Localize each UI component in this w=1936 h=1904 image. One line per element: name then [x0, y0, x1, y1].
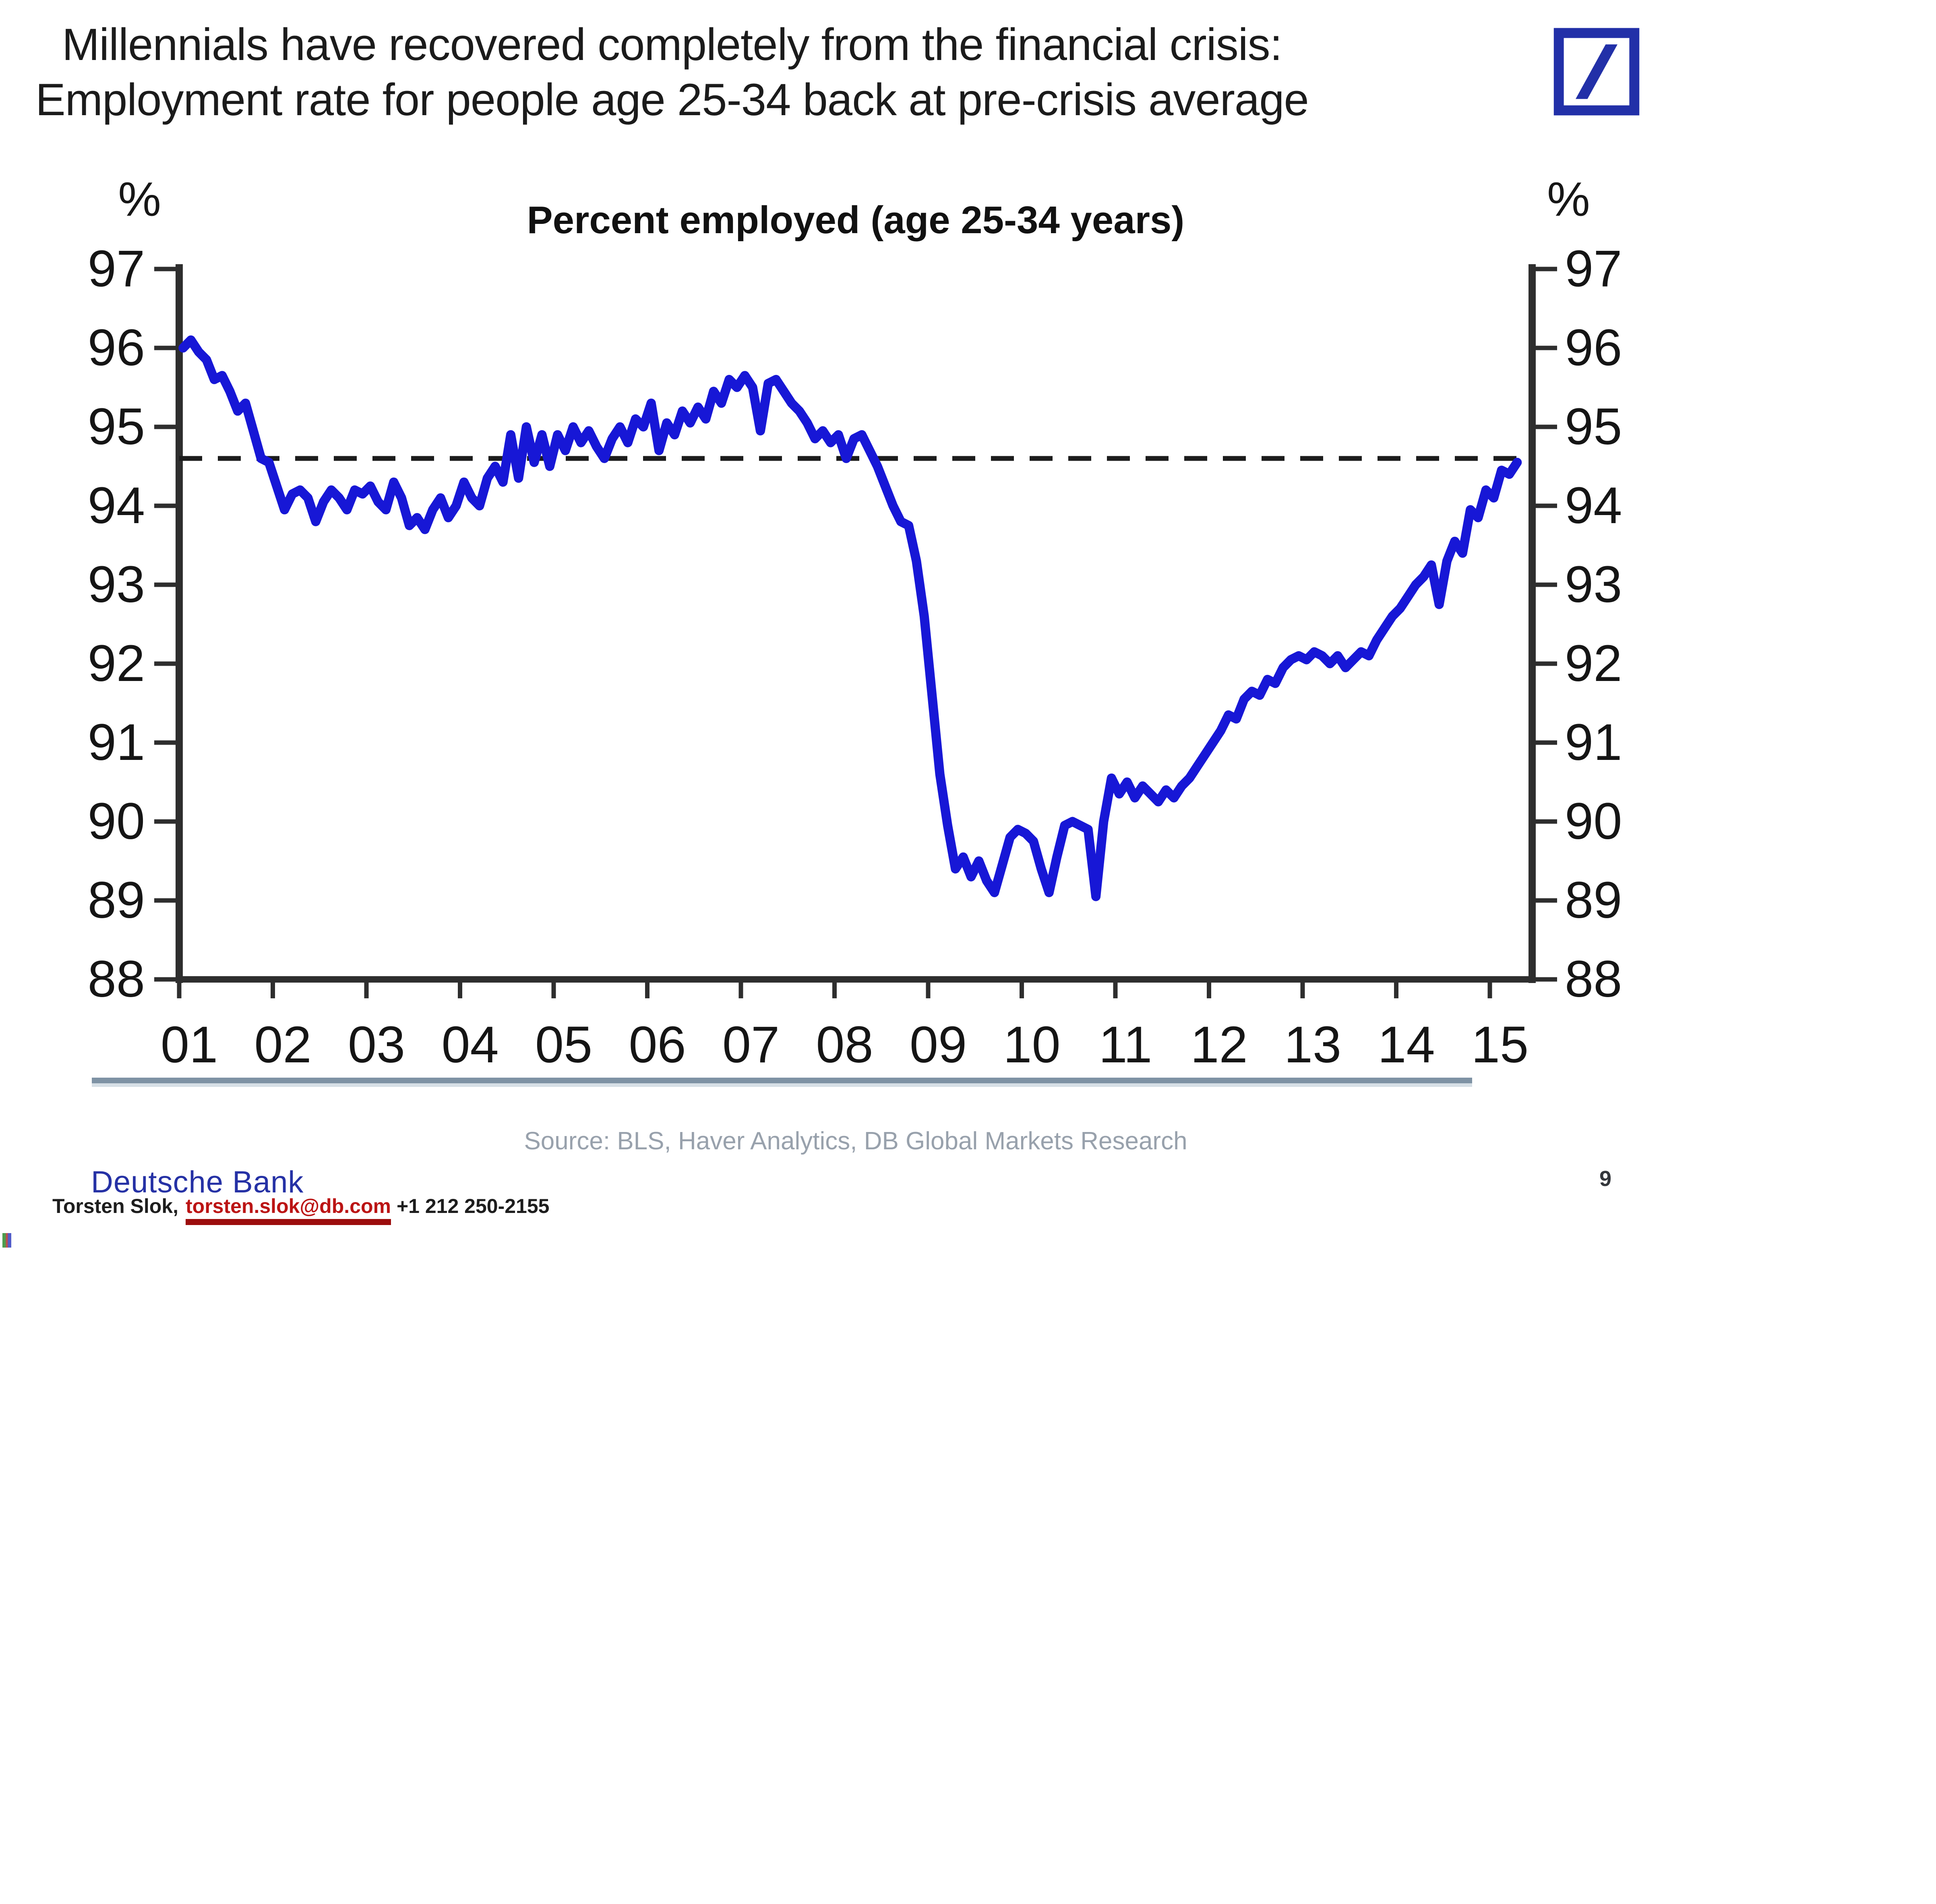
x-axis-label: 06: [629, 1016, 686, 1074]
y-axis-label-left: 93: [87, 556, 145, 613]
y-axis-unit-right: %: [1547, 172, 1590, 226]
footer-contact-name: Torsten Slok,: [52, 1195, 179, 1217]
y-axis-label-left: 96: [87, 319, 145, 377]
deutsche-bank-logo-icon: [1551, 23, 1642, 120]
employment-rate-line: [178, 335, 1522, 901]
y-axis-label-left: 88: [87, 950, 145, 1008]
y-axis-label-left: 91: [87, 714, 145, 771]
y-axis-label-right: 90: [1565, 793, 1622, 850]
footer-separator-line: [92, 1078, 1472, 1083]
x-axis-label: 12: [1190, 1016, 1248, 1074]
x-axis-label: 03: [347, 1016, 405, 1074]
footer-separator-line-light: [92, 1083, 1472, 1087]
y-axis-label-right: 91: [1565, 714, 1622, 771]
y-axis-label-left: 92: [87, 635, 145, 692]
x-axis-label: 15: [1471, 1016, 1529, 1074]
footer-contact-phone: +1 212 250-2155: [396, 1195, 550, 1217]
x-axis-label: 04: [441, 1016, 499, 1074]
x-axis-label: 09: [909, 1016, 967, 1074]
y-axis-label-right: 96: [1565, 319, 1622, 377]
y-axis-label-right: 97: [1565, 240, 1622, 298]
footer-contact: Torsten Slok, torsten.slok@db.com +1 212 2…: [52, 1194, 549, 1225]
y-axis-label-left: 95: [87, 398, 145, 455]
x-axis-label: 11: [1098, 1016, 1152, 1074]
y-axis-label-left: 94: [87, 477, 145, 534]
footer-brand: Deutsche Bank: [91, 1165, 304, 1199]
y-axis-label-right: 93: [1565, 556, 1622, 613]
y-axis-label-left: 89: [87, 871, 145, 929]
x-axis-label: 07: [722, 1016, 780, 1074]
y-axis-label-right: 89: [1565, 871, 1622, 929]
x-axis-label: 05: [535, 1016, 593, 1074]
x-axis-label: 14: [1378, 1016, 1435, 1074]
y-axis-unit-left: %: [118, 172, 161, 226]
x-axis-label: 13: [1284, 1016, 1342, 1074]
page-title-line1: Millennials have recovered completely fr…: [62, 19, 1282, 70]
stray-artifact-mark: [2, 1233, 11, 1248]
footer-email-link[interactable]: torsten.slok@db.com: [186, 1194, 391, 1225]
page-title-line2: Employment rate for people age 25-34 bac…: [35, 75, 1309, 125]
x-axis-label: 10: [1003, 1016, 1061, 1074]
x-axis-label: 02: [254, 1016, 312, 1074]
x-axis-label: 01: [160, 1016, 218, 1074]
y-axis-label-left: 97: [87, 240, 145, 298]
page-number: 9: [1599, 1167, 1612, 1191]
y-axis-label-right: 88: [1565, 950, 1622, 1008]
chart-title: Percent employed (age 25-34 years): [527, 199, 1185, 242]
y-axis-label-right: 94: [1565, 477, 1622, 534]
y-axis-label-right: 92: [1565, 635, 1622, 692]
source-note: Source: BLS, Haver Analytics, DB Global …: [524, 1127, 1187, 1155]
y-axis-label-right: 95: [1565, 398, 1622, 455]
x-axis-label: 08: [816, 1016, 873, 1074]
y-axis-label-left: 90: [87, 793, 145, 850]
page-title: Millennials have recovered completely fr…: [35, 17, 1541, 127]
